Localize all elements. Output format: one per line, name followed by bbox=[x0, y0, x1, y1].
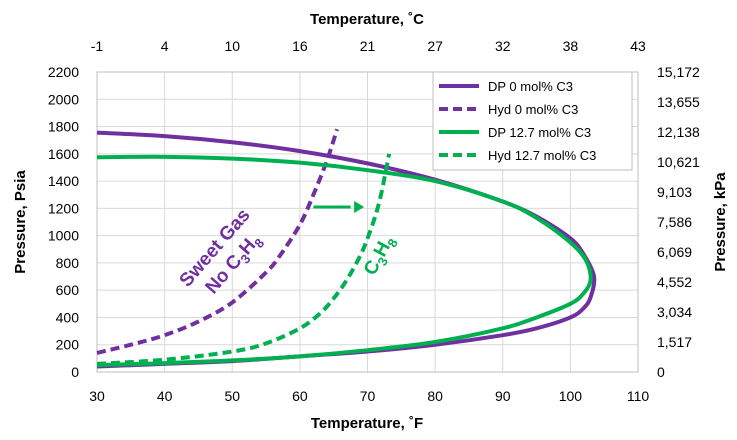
y2-tick-label-0: 0 bbox=[657, 364, 665, 380]
y2-tick-label-10: 15,172 bbox=[657, 64, 700, 80]
y2-tick-label-4: 6,069 bbox=[657, 244, 692, 260]
y2-axis-title: Pressure, kPa bbox=[712, 172, 729, 272]
legend: DP 0 mol% C3 Hyd 0 mol% C3 DP 12.7 mol% C3… bbox=[432, 71, 633, 171]
x-tick-label-5: 80 bbox=[427, 388, 443, 404]
y-tick-label-5: 1000 bbox=[48, 228, 79, 244]
x2-tick-label-1: 4 bbox=[161, 38, 169, 54]
x-tick-label-0: 30 bbox=[89, 388, 105, 404]
y-tick-label-1: 200 bbox=[56, 337, 80, 353]
x2-tick-label-3: 16 bbox=[292, 38, 308, 54]
x2-axis-title: Temperature, ˚C bbox=[310, 11, 424, 28]
tick-labels: 30 40 50 60 70 80 90 100 110 -1 4 10 16 21 27 32 38 43 0 20… bbox=[48, 38, 700, 404]
y-tick-label-9: 1800 bbox=[48, 119, 79, 135]
x-tick-label-8: 110 bbox=[627, 388, 650, 404]
y-tick-label-3: 600 bbox=[56, 282, 80, 298]
x2-tick-label-6: 32 bbox=[495, 38, 511, 54]
x-axis-title: Temperature, ˚F bbox=[311, 415, 423, 432]
arrow-head bbox=[354, 201, 365, 213]
x-tick-label-1: 40 bbox=[157, 388, 173, 404]
series-line-2 bbox=[96, 154, 593, 368]
x-tick-label-3: 60 bbox=[292, 388, 308, 404]
y2-tick-label-1: 1,517 bbox=[657, 334, 692, 350]
y-tick-label-7: 1400 bbox=[48, 173, 79, 189]
x-tick-label-4: 70 bbox=[360, 388, 376, 404]
y-tick-label-8: 1600 bbox=[48, 146, 79, 162]
x2-tick-label-0: -1 bbox=[91, 38, 104, 54]
x2-tick-label-2: 10 bbox=[224, 38, 240, 54]
x-tick-label-2: 50 bbox=[224, 388, 240, 404]
y-tick-label-11: 2200 bbox=[48, 64, 79, 80]
y2-tick-label-8: 12,138 bbox=[657, 124, 700, 140]
series-line-3 bbox=[96, 153, 392, 366]
c3h8-shift-arrow bbox=[313, 201, 365, 213]
legend-box bbox=[432, 71, 633, 171]
y-tick-label-0: 0 bbox=[71, 364, 79, 380]
x2-tick-label-7: 38 bbox=[563, 38, 579, 54]
x2-tick-label-4: 21 bbox=[360, 38, 376, 54]
legend-label-0: DP 0 mol% C3 bbox=[488, 79, 573, 94]
y2-tick-label-5: 7,586 bbox=[657, 214, 692, 230]
y2-tick-label-3: 4,552 bbox=[657, 274, 692, 290]
y-tick-label-4: 800 bbox=[56, 255, 80, 271]
legend-label-3: Hyd 12.7 mol% C3 bbox=[488, 148, 596, 163]
x-tick-label-7: 100 bbox=[559, 388, 583, 404]
y2-tick-label-6: 9,103 bbox=[657, 184, 692, 200]
x2-tick-label-8: 43 bbox=[630, 38, 646, 54]
legend-label-1: Hyd 0 mol% C3 bbox=[488, 102, 578, 117]
y2-tick-label-2: 3,034 bbox=[657, 304, 692, 320]
series-layer bbox=[96, 128, 597, 369]
x2-tick-label-5: 27 bbox=[427, 38, 443, 54]
y-axis-title: Pressure, Psia bbox=[12, 170, 29, 274]
plot-area-frame bbox=[96, 71, 639, 373]
y-tick-label-6: 1200 bbox=[48, 200, 79, 216]
y-tick-label-2: 400 bbox=[56, 309, 80, 325]
legend-label-2: DP 12.7 mol% C3 bbox=[488, 125, 591, 140]
x-tick-label-6: 90 bbox=[495, 388, 511, 404]
y2-tick-label-7: 10,621 bbox=[657, 154, 700, 170]
y2-tick-label-9: 13,655 bbox=[657, 94, 700, 110]
y-tick-label-10: 2000 bbox=[48, 91, 79, 107]
series-line-1 bbox=[96, 128, 339, 355]
